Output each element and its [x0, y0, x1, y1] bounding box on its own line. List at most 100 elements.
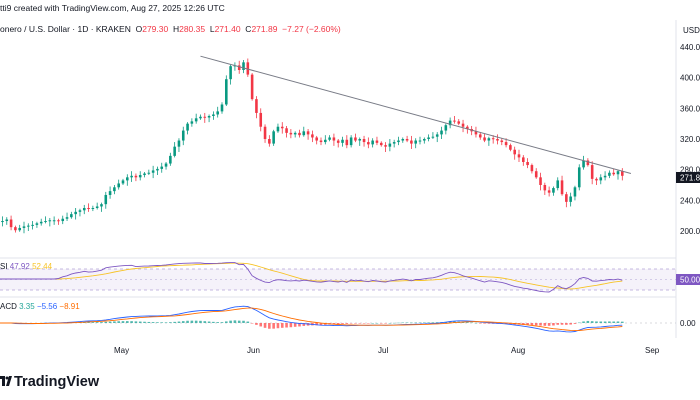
candle-body [14, 227, 17, 231]
candle-body [565, 194, 568, 202]
high-label: H [172, 24, 180, 34]
macd-histogram-bar [612, 321, 615, 323]
candle-body [121, 180, 125, 184]
macd-histogram-bar [173, 321, 176, 323]
candle-body [315, 137, 318, 141]
candle-body [91, 208, 95, 209]
macd-histogram-bar [302, 323, 306, 326]
macd-histogram-bar [608, 321, 611, 323]
candle-body [345, 139, 349, 146]
macd-histogram-bar [534, 323, 538, 326]
candle-body [87, 208, 90, 209]
high-value: 280.35 [179, 24, 206, 34]
macd-histogram-bar [539, 323, 542, 326]
macd-histogram-bar [552, 323, 555, 326]
macd-signal-value: −8.91 [59, 302, 80, 311]
candle-body [448, 120, 452, 126]
candle-body [509, 145, 512, 150]
macd-histogram-bar [229, 320, 232, 323]
candle-body [504, 142, 508, 146]
candle-body [147, 172, 151, 174]
candle-body [586, 160, 590, 166]
candle-body [160, 166, 164, 169]
macd-histogram-bar [466, 322, 469, 323]
macd-histogram-bar [367, 323, 370, 324]
candle-body [612, 172, 615, 175]
candle-body [216, 111, 219, 115]
candle-body [276, 126, 280, 132]
footer-brand: TradingView [14, 374, 100, 390]
macd-histogram-bar [448, 321, 452, 323]
candle-body [70, 214, 73, 218]
symbol-name: onero / U.S. Dollar · 1D · KRAKEN [0, 24, 131, 34]
candle-body [272, 131, 275, 144]
candle-body [108, 191, 112, 195]
rsi-value: 47.92 [9, 262, 30, 271]
price-tick-1: 400.00 [680, 74, 700, 83]
price-tick-6: 200.00 [680, 227, 700, 236]
candle-body [259, 112, 263, 127]
candle-body [478, 134, 482, 138]
macd-histogram-bar [263, 323, 267, 328]
candle-body [44, 221, 47, 223]
candle-body [534, 171, 538, 178]
rsi-legend: SI 47.92 52.44 [0, 262, 52, 271]
time-tick-jul: Jul [378, 346, 388, 355]
macd-hist-value: 3.35 [19, 302, 35, 311]
macd-histogram-bar [104, 321, 108, 323]
macd-histogram-bar [379, 323, 383, 324]
macd-histogram-bar [280, 323, 284, 328]
macd-histogram-bar [547, 323, 551, 326]
candle-body [487, 138, 491, 141]
candle-body [31, 224, 34, 226]
candle-body [349, 137, 353, 146]
candle-body [65, 217, 69, 219]
macd-histogram-bar [354, 323, 357, 324]
trendline[interactable] [200, 55, 632, 174]
candle-body [577, 167, 581, 188]
price-axis: 440.00 400.00 360.00 320.00 280.00 240.00 200.… [680, 43, 700, 236]
candle-body [397, 140, 400, 143]
candle-body [560, 180, 564, 195]
macd-histogram-bar [358, 323, 362, 324]
macd-histogram-bar [181, 321, 185, 323]
candle-body [237, 65, 241, 70]
macd-histogram-bar [569, 323, 572, 325]
candle-body [388, 143, 392, 147]
rsi-label: SI [0, 262, 8, 271]
candle-body [522, 157, 525, 162]
candle-body [302, 131, 306, 136]
macd-histogram-bar [220, 322, 224, 323]
macd-histogram-bar [276, 323, 280, 329]
candle-body [405, 139, 409, 141]
candle-body [319, 140, 323, 143]
close-label: C [245, 24, 252, 34]
macd-histogram-bar [586, 320, 590, 323]
macd-histogram-bar [268, 323, 271, 329]
candle-body [104, 194, 108, 205]
macd-histogram-bar [599, 321, 603, 323]
macd-histogram-bar [212, 321, 215, 323]
price-tick-3: 320.00 [680, 135, 700, 144]
candle-body [263, 126, 267, 139]
macd-histogram-bar [100, 322, 103, 323]
candle-body [483, 137, 486, 141]
created-line: tti9 created with TradingView.com, Aug 2… [0, 3, 225, 13]
candle-body [603, 175, 607, 178]
macd-histogram-bar [526, 323, 529, 325]
macd-histogram-bar [423, 322, 426, 323]
candle-body [35, 223, 39, 225]
candle-body [61, 218, 65, 222]
macd-histogram-bar [595, 321, 598, 323]
rsi-ma-line [0, 262, 623, 290]
symbol-legend: onero / U.S. Dollar · 1D · KRAKEN O279.3… [0, 24, 341, 34]
candle-body [1, 221, 4, 223]
macd-histogram-bar [169, 322, 172, 323]
time-tick-jun: Jun [247, 346, 260, 355]
tradingview-logo-icon [0, 376, 12, 386]
candle-body [621, 171, 624, 176]
footer: TradingView [0, 369, 99, 395]
candle-body [440, 130, 443, 135]
macd-histogram-bar [401, 322, 405, 324]
